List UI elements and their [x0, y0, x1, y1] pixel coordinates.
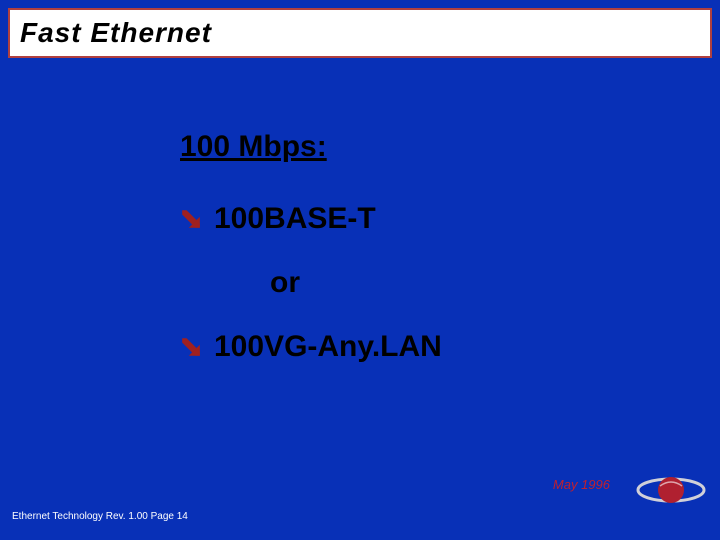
footer-date: May 1996 [553, 477, 610, 492]
slide: Fast Ethernet 100 Mbps: 100BASE-T or 100… [0, 0, 720, 540]
bullet-text: 100VG-Any.LAN [214, 330, 442, 364]
bullet-item: 100VG-Any.LAN [180, 330, 680, 364]
slide-title: Fast Ethernet [20, 17, 212, 49]
bullet-item: 100BASE-T [180, 202, 680, 236]
arrow-down-right-icon [180, 208, 202, 230]
planet-logo-icon [636, 468, 706, 512]
or-separator: or [270, 266, 680, 300]
content-area: 100 Mbps: 100BASE-T or 100VG-Any.LAN [180, 130, 680, 394]
bullet-text: 100BASE-T [214, 202, 376, 236]
content-heading: 100 Mbps: [180, 130, 680, 164]
arrow-down-right-icon [180, 336, 202, 358]
footer-left: Ethernet Technology Rev. 1.00 Page 14 [12, 511, 188, 522]
title-bar: Fast Ethernet [8, 8, 712, 58]
